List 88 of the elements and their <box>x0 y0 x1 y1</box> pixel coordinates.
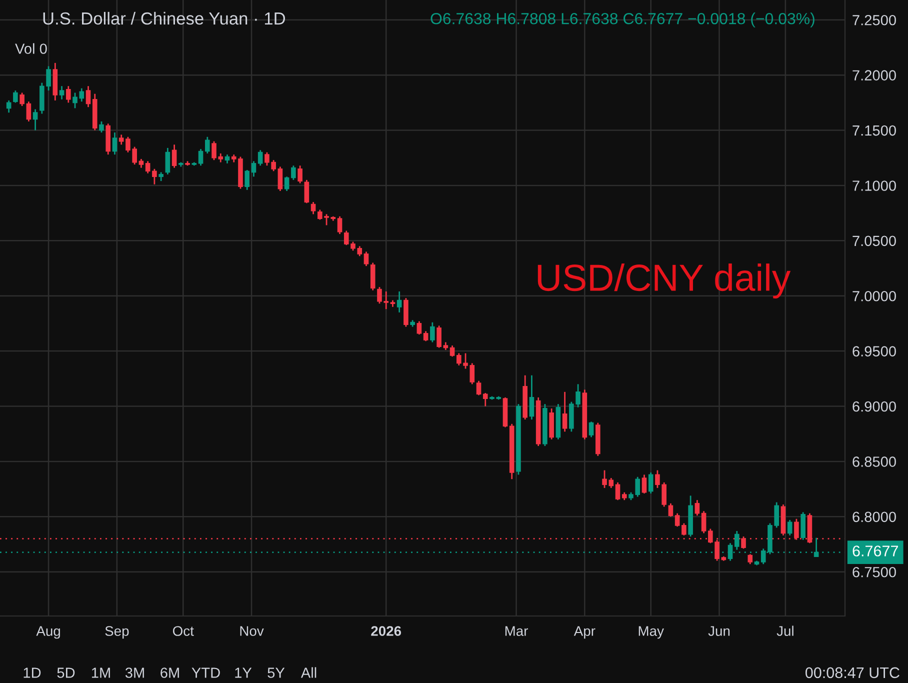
annotation: USD/CNY daily <box>538 264 791 298</box>
candlestick <box>99 120 104 134</box>
candlestick <box>396 290 402 314</box>
candlestick <box>694 499 700 516</box>
candlestick <box>13 90 18 104</box>
text: 1M <box>92 668 110 678</box>
candlestick <box>20 92 24 107</box>
candlestick <box>258 149 263 166</box>
text: 00:08:47 UTC <box>805 667 900 678</box>
candlestick <box>145 160 150 174</box>
candlestick <box>370 262 376 292</box>
candlestick <box>748 553 753 565</box>
candlestick <box>787 519 792 536</box>
candlestick <box>59 85 64 100</box>
candlestick <box>642 474 647 494</box>
text: U.S. Dollar / Chinese Yuan · 1D <box>43 12 285 25</box>
candlestick <box>291 164 296 181</box>
text: 3M <box>125 668 144 678</box>
candlestick <box>482 392 488 407</box>
candlestick <box>244 169 250 191</box>
candlestick <box>304 179 310 204</box>
x-tick-label: Jul <box>776 626 794 636</box>
x-tick-label: Mar <box>505 626 528 636</box>
x-tick-label: 2026 <box>371 626 402 636</box>
y-tick-label: 6.9500 <box>852 346 896 356</box>
candlestick <box>204 136 210 154</box>
candlestick <box>310 201 316 215</box>
candlestick <box>165 147 170 176</box>
text: YTD <box>192 668 220 678</box>
annotation: Vol 0 <box>15 43 47 54</box>
candlestick <box>648 472 654 494</box>
x-tick-label: Jun <box>708 626 730 636</box>
candlestick <box>284 176 290 192</box>
candlestick <box>66 85 71 104</box>
candlestick <box>112 132 118 156</box>
candlestick <box>615 482 620 501</box>
candlestick <box>278 166 283 192</box>
candlestick <box>337 216 342 235</box>
text: All <box>300 667 316 678</box>
x-tick-label: Nov <box>240 626 264 636</box>
candlestick <box>701 510 706 534</box>
y-tick-label: 7.2500 <box>852 14 896 26</box>
candlestick <box>682 522 686 536</box>
x-tick-label: Aug <box>36 626 60 639</box>
candlestick <box>251 160 256 178</box>
candlestick <box>6 100 12 114</box>
candlestick <box>86 85 91 108</box>
text: 1Y <box>235 668 252 678</box>
candlestick <box>298 164 302 184</box>
candlestick <box>430 322 435 343</box>
candlestick <box>198 148 204 166</box>
text: 1D <box>24 668 41 678</box>
candlestick <box>172 144 177 168</box>
y-tick-label: 7.1500 <box>852 125 896 136</box>
candlestick <box>734 530 740 550</box>
y-tick-label: 6.8000 <box>852 512 896 522</box>
candlestick <box>450 344 455 358</box>
y-tick-label: 7.0500 <box>852 236 896 246</box>
x-tick-label: May <box>638 626 664 639</box>
candlestick <box>476 380 482 396</box>
y-tick-label: 7.2000 <box>852 70 896 80</box>
x-tick-label: Oct <box>172 626 194 636</box>
text: 5D <box>57 668 75 678</box>
candlestick <box>588 421 594 438</box>
x-tick-label: Apr <box>574 626 596 639</box>
candlestick <box>800 512 806 541</box>
candlestick <box>32 108 38 131</box>
x-tick-label: Sep <box>105 626 129 639</box>
candlestick <box>118 134 124 146</box>
text: 5Y <box>268 668 285 678</box>
candlestick <box>668 502 674 518</box>
candlestick <box>364 251 369 267</box>
y-tick-label: 6.9000 <box>852 401 896 412</box>
candlestick <box>436 324 442 348</box>
ref-line-label: 6.7677 <box>852 546 898 556</box>
text: 6M <box>160 668 179 678</box>
y-tick-label: 7.0000 <box>852 290 896 302</box>
y-tick-label: 6.8500 <box>852 456 896 467</box>
candlestick <box>674 512 680 528</box>
candlestick <box>562 391 568 432</box>
candlestick <box>26 100 32 122</box>
candlestick <box>152 168 157 186</box>
y-tick-label: 7.1000 <box>852 180 896 191</box>
text: O6.7638 H6.7808 L6.7638 C6.7677 −0.0018 (−0.03%) <box>430 12 814 28</box>
y-tick-label: 6.7500 <box>852 566 896 578</box>
candlestick <box>423 330 428 342</box>
candlestick <box>529 374 534 420</box>
candlestick <box>416 320 422 336</box>
